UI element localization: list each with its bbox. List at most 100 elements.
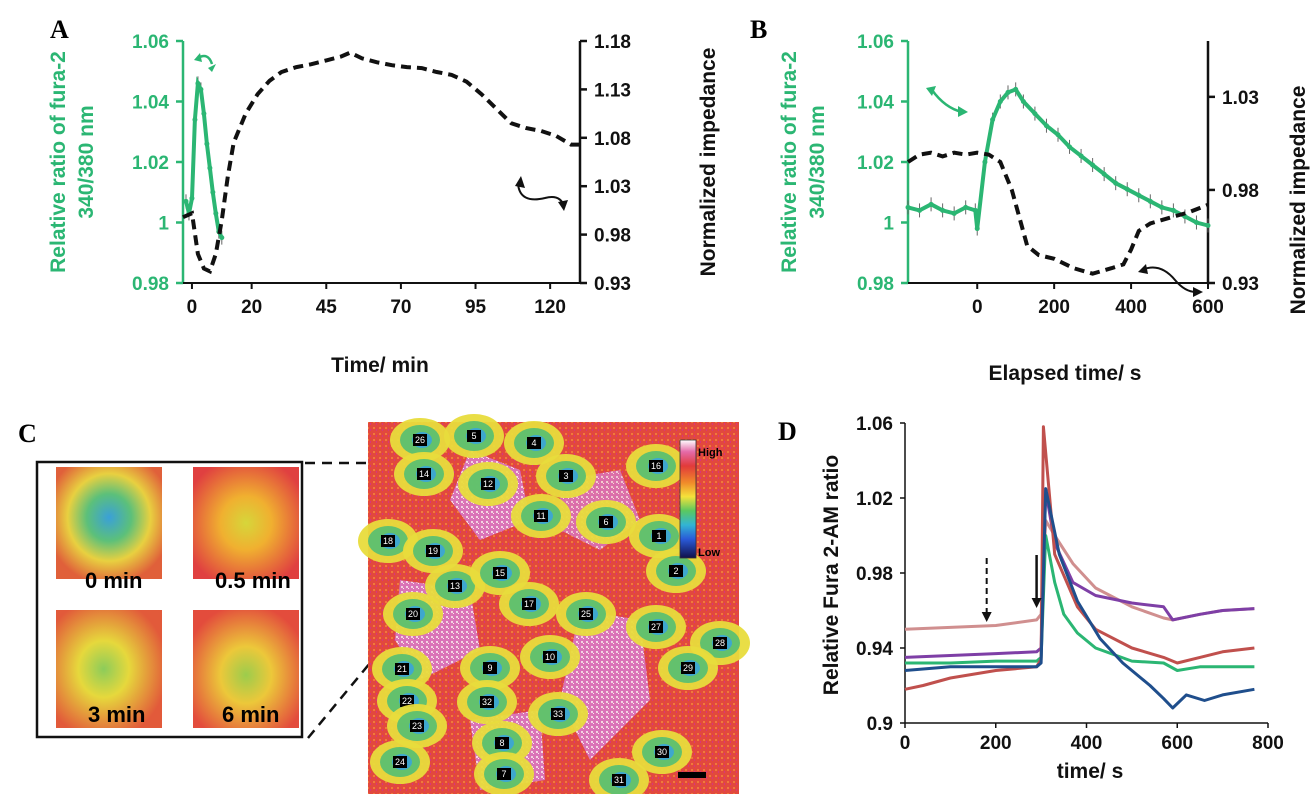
cell: 25 [556,592,616,636]
panel-d-xlabel: time/ s [1057,760,1124,783]
fura2-data-point [1055,132,1061,138]
fura2-data-point [192,117,198,123]
panel-d-ylabel: Relative Fura 2-AM ratio [820,455,843,695]
cell-number: 33 [553,709,563,719]
cell-label-box [551,708,565,720]
cell-label-box [483,662,497,674]
x-tick-label: 45 [316,297,338,318]
cell-number: 14 [419,469,429,479]
cell: 30 [632,730,692,774]
panel-b-green-arrowhead-1 [926,86,936,96]
y-right-tick-label: 0.93 [1222,274,1259,295]
cell-label-box [448,580,462,592]
cell-label-box [669,565,683,577]
panel-a-black-arrowhead-1 [515,176,525,188]
cell-label-box [381,535,395,547]
fura2-data-point [1013,86,1019,92]
y-left-tick-label: 1.06 [857,32,894,53]
cell-number: 19 [428,546,438,556]
cell-number: 16 [651,461,661,471]
cell-number: 5 [471,431,476,441]
fura2-data-point [982,159,988,165]
cell-number: 30 [657,747,667,757]
fura2-data-point [213,210,219,216]
cell-label-box [713,637,727,649]
cell-number: 13 [450,581,460,591]
fura2-data-point [963,204,969,210]
dashed-arrow-head [981,612,992,622]
cell-number: 2 [673,566,678,576]
cell: 14 [394,452,454,496]
cell-number: 25 [581,609,591,619]
cell-number: 15 [495,568,505,578]
cell-number: 23 [412,721,422,731]
cell-label-box [534,510,548,522]
cell-number: 21 [397,664,407,674]
cell: 9 [460,646,520,690]
panel-label-b: B [750,15,767,44]
fura2-data-point [195,80,201,86]
y-right-tick-label: 0.93 [594,274,631,295]
cell: 2 [646,549,706,593]
y-right-tick-label: 1.03 [1222,88,1259,109]
x-tick-label: 600 [1192,297,1224,318]
x-tick-label: 400 [1071,733,1103,754]
cell: 13 [425,564,485,608]
y-right-tick-label: 1.13 [594,80,631,101]
cell-label-box [681,662,695,674]
panel-a-black-curved-arrow [517,183,565,207]
cell: 33 [528,692,588,736]
ratio-series-line [905,534,1255,672]
x-tick-label: 400 [1115,297,1147,318]
panel-a-ylabel-left-2: 340/380 nm [75,105,98,218]
y-tick-label: 0.94 [856,639,893,660]
y-right-tick-label: 1.18 [594,32,631,53]
cell: 20 [383,592,443,636]
colorbar-low-label: Low [698,547,720,559]
cell-label-box [481,478,495,490]
cell-label-box [467,430,481,442]
y-left-tick-label: 1.04 [132,93,169,114]
panel-b-black-arrowhead-2 [1193,287,1203,297]
fura2-data-point [940,207,946,213]
fura2-data-point [917,207,923,213]
y-tick-label: 1.02 [856,489,893,510]
panel-label-d: D [778,417,797,446]
y-left-tick-label: 1 [883,214,894,235]
cell: 23 [387,704,447,748]
cell: 29 [658,646,718,690]
cell-label-box [579,608,593,620]
cell-number: 32 [482,697,492,707]
x-tick-label: 70 [390,297,411,318]
cell-label-box [426,545,440,557]
solid-arrow-head [1031,598,1042,608]
scale-bar [678,772,706,778]
cell-label-box [612,774,626,786]
fura2-data-point [1101,171,1107,177]
cell-label-box [480,696,494,708]
cell-number: 27 [651,622,661,632]
fura2-data-point [1205,223,1211,229]
cell-number: 6 [603,517,608,527]
fura2-data-point [951,210,957,216]
fura2-data-point [204,141,210,147]
cell-number: 24 [395,757,405,767]
panel-b-chart: 0 200 400 6000.9811.021.041.060.930.981.03 … [778,32,1310,385]
cell-label-box [406,608,420,620]
cell: 10 [520,635,580,679]
fura2-data-point [928,201,934,207]
cell-number: 18 [383,536,393,546]
impedance-series-line [906,150,1209,276]
cell: 15 [470,551,530,595]
y-tick-label: 0.98 [856,564,893,585]
cell-number: 26 [415,435,425,445]
fura2-data-point [990,117,996,123]
fura2-data-point [207,165,213,171]
fura2-data-point [1090,162,1096,168]
cell-label-box [543,651,557,663]
cell-number: 22 [402,696,412,706]
fura2-data-point [1193,220,1199,225]
x-tick-label: 95 [465,297,487,318]
y-left-tick-label: 1.06 [132,32,169,53]
